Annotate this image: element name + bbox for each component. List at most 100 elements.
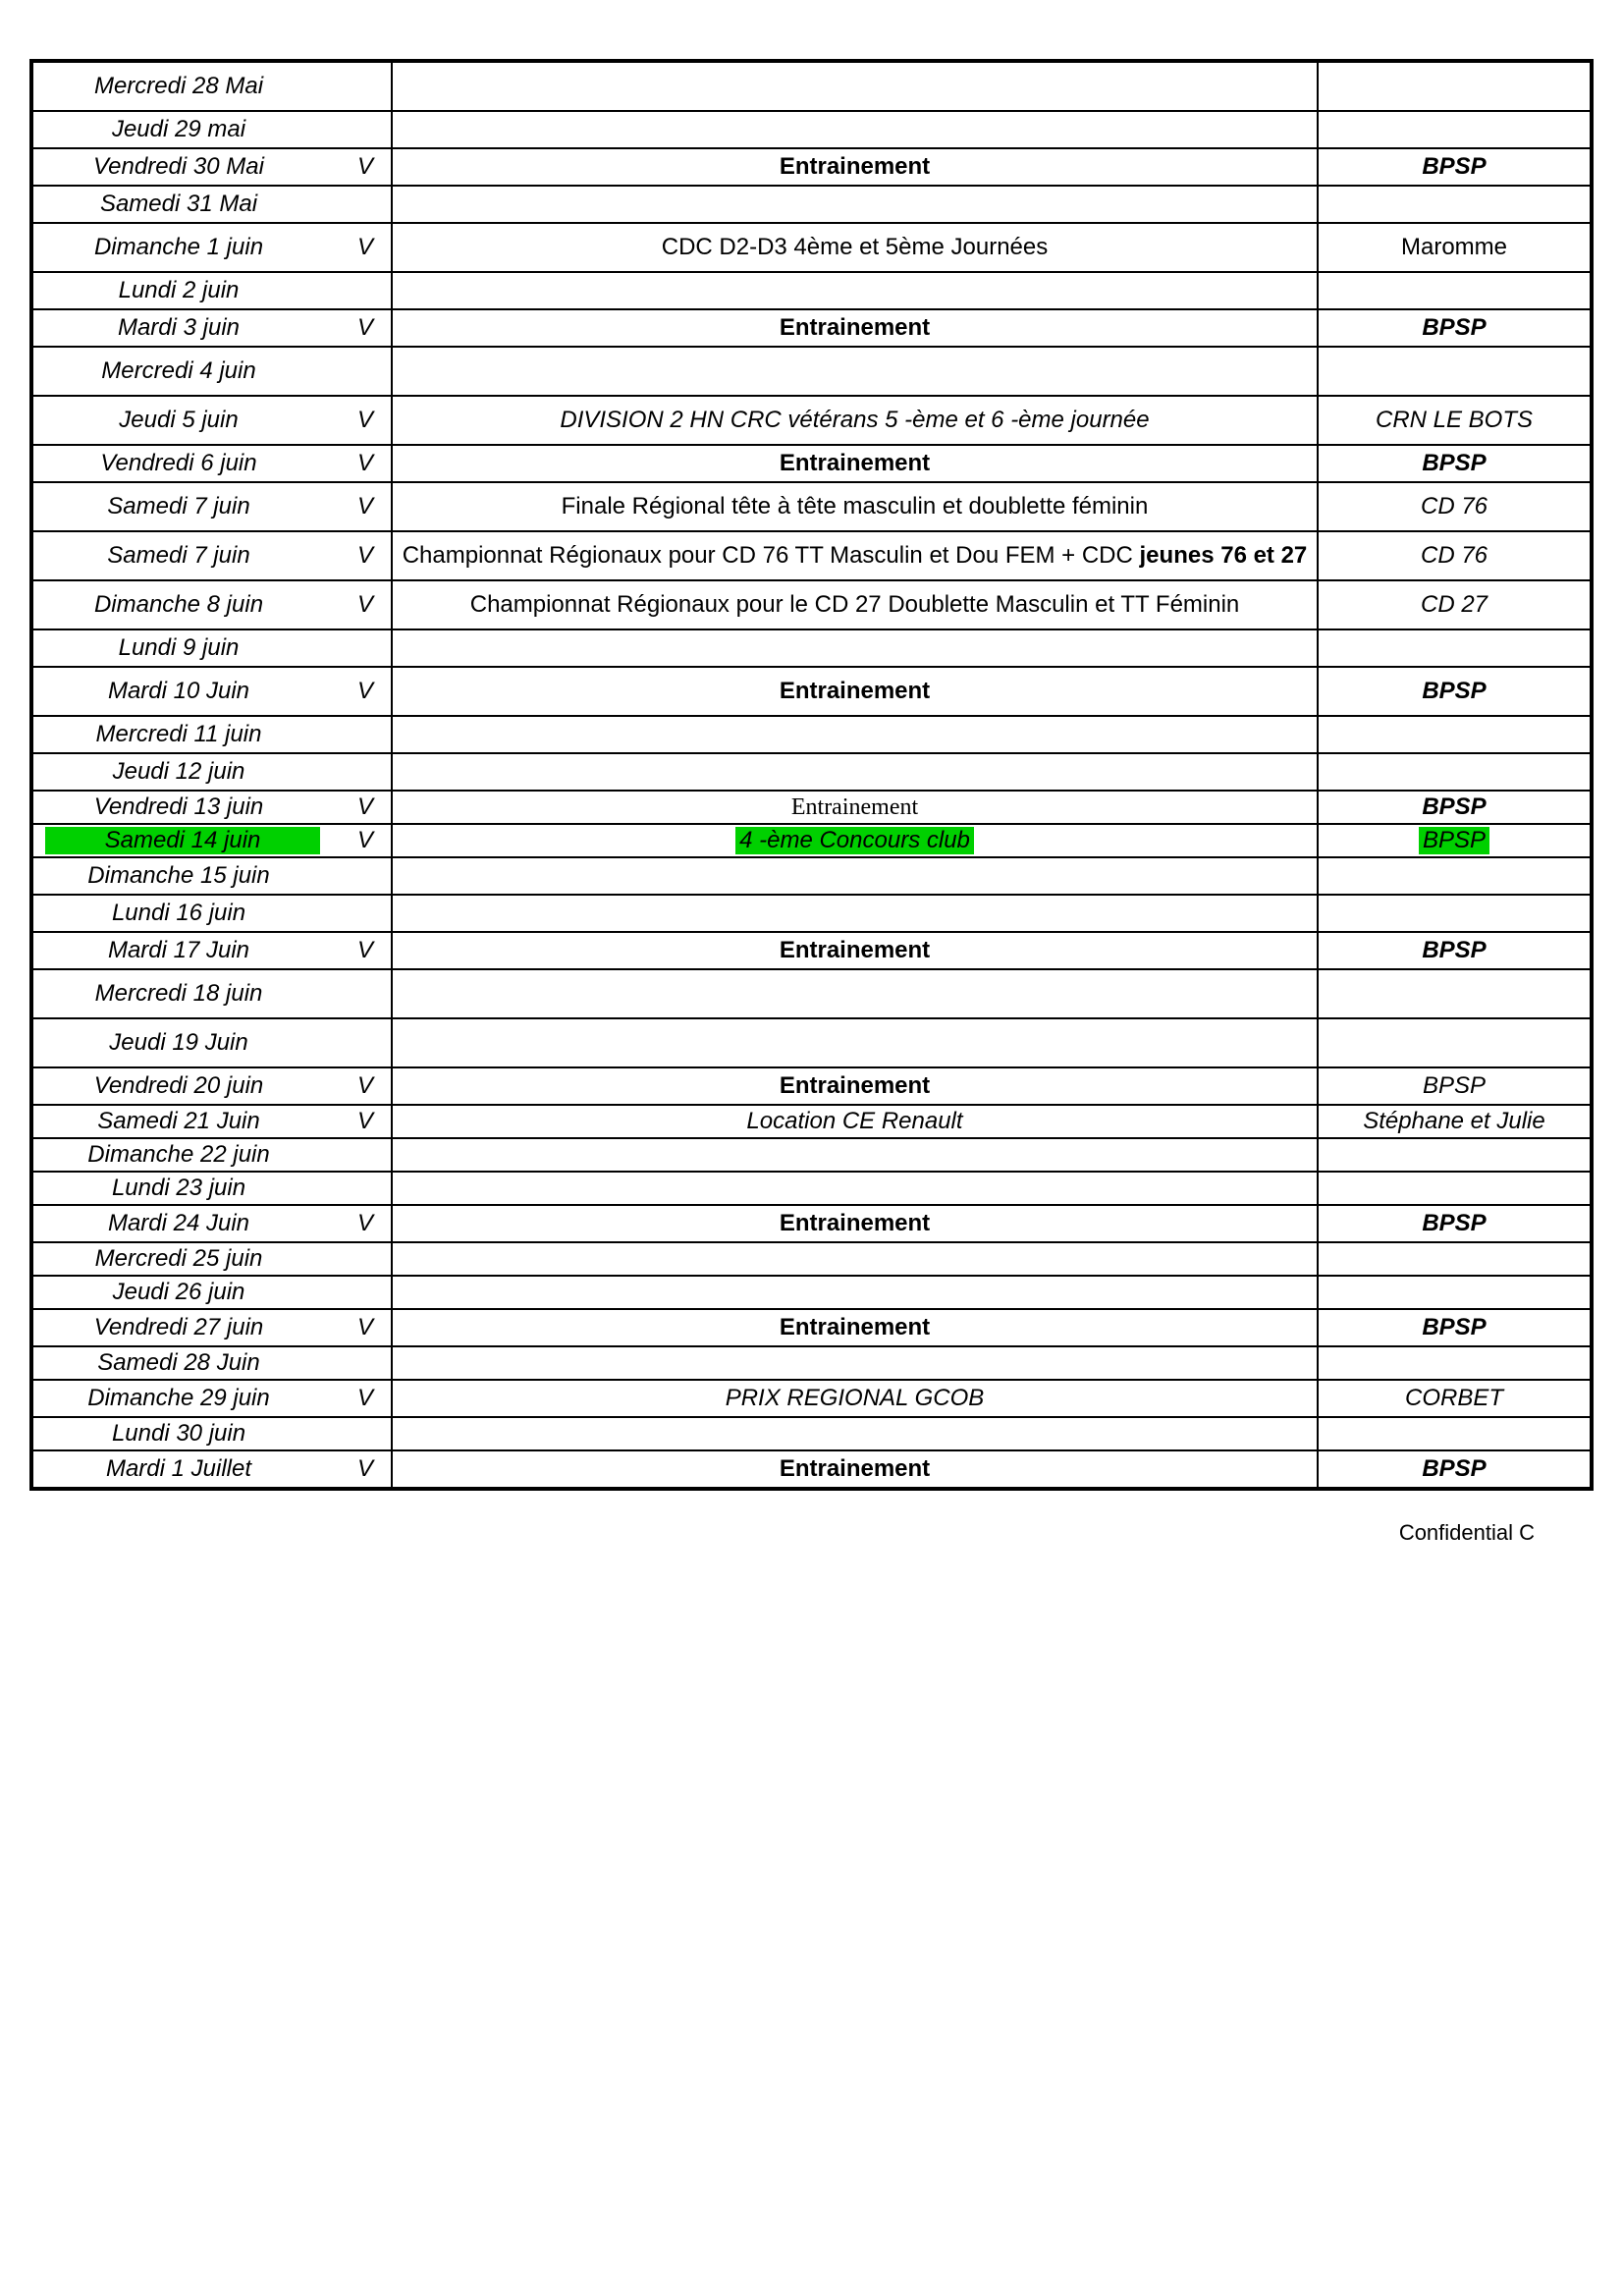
table-row: Mardi 10 JuinVEntrainementBPSP (31, 667, 1592, 716)
table-row: Mardi 17 JuinVEntrainementBPSP (31, 932, 1592, 969)
event-text: Entrainement (780, 937, 930, 963)
table-row: Lundi 2 juin (31, 272, 1592, 309)
table-row: Mercredi 25 juin (31, 1242, 1592, 1276)
event-cell: Entrainement (392, 1205, 1318, 1242)
date-text: Dimanche 1 juin (45, 234, 312, 261)
table-row: Samedi 7 juinVChampionnat Régionaux pour… (31, 531, 1592, 580)
location-cell (1318, 272, 1592, 309)
table-row: Lundi 23 juin (31, 1172, 1592, 1205)
date-cell: Lundi 2 juin (31, 272, 392, 309)
location-text: BPSP (1422, 1455, 1486, 1482)
table-row: Mardi 24 JuinVEntrainementBPSP (31, 1205, 1592, 1242)
marker: V (357, 827, 373, 854)
date-text: Jeudi 5 juin (45, 407, 312, 434)
marker: V (357, 793, 373, 821)
marker: V (357, 937, 373, 964)
table-row: Mercredi 28 Mai (31, 61, 1592, 111)
event-cell (392, 1138, 1318, 1172)
event-cell: Championnat Régionaux pour CD 76 TT Masc… (392, 531, 1318, 580)
location-text: CRN LE BOTS (1376, 407, 1533, 433)
marker: V (357, 591, 373, 619)
table-row: Mercredi 11 juin (31, 716, 1592, 753)
date-text: Lundi 2 juin (45, 277, 312, 304)
event-cell: Entrainement (392, 932, 1318, 969)
marker: V (357, 493, 373, 520)
marker: V (357, 678, 373, 705)
date-cell: Jeudi 12 juin (31, 753, 392, 791)
table-row: Mercredi 4 juin (31, 347, 1592, 396)
marker: V (357, 234, 373, 261)
location-cell (1318, 857, 1592, 895)
table-row: Lundi 16 juin (31, 895, 1592, 932)
event-cell: 4 -ème Concours club (392, 824, 1318, 857)
date-cell: Mercredi 28 Mai (31, 61, 392, 111)
date-cell: Dimanche 1 juin V (31, 223, 392, 272)
date-text: Lundi 30 juin (45, 1420, 312, 1448)
table-row: Vendredi 27 juinVEntrainementBPSP (31, 1309, 1592, 1346)
event-cell: PRIX REGIONAL GCOB (392, 1380, 1318, 1417)
date-cell: Mardi 17 JuinV (31, 932, 392, 969)
date-cell: Mardi 3 juinV (31, 309, 392, 347)
date-cell: Jeudi 26 juin (31, 1276, 392, 1309)
table-row: Jeudi 12 juin (31, 753, 1592, 791)
event-cell: Entrainement (392, 148, 1318, 186)
marker: V (357, 1210, 373, 1237)
date-cell: Samedi 21 JuinV (31, 1105, 392, 1138)
date-text: Lundi 23 juin (45, 1175, 312, 1202)
date-cell: Mercredi 25 juin (31, 1242, 392, 1276)
date-text: Vendredi 13 juin (45, 793, 312, 821)
event-text: Championnat Régionaux pour le CD 27 Doub… (470, 591, 1240, 618)
date-text: Dimanche 29 juin (45, 1385, 312, 1412)
marker: V (357, 314, 373, 342)
date-text: Lundi 9 juin (45, 634, 312, 662)
date-cell: Mercredi 4 juin (31, 347, 392, 396)
event-cell (392, 1346, 1318, 1380)
table-row: Mardi 1 JuilletVEntrainement BPSP (31, 1450, 1592, 1489)
event-cell: Entrainement (392, 1450, 1318, 1489)
location-cell (1318, 969, 1592, 1018)
table-row: Vendredi 13 juin V EntrainementBPSP (31, 791, 1592, 824)
date-text: Vendredi 30 Mai (45, 153, 312, 181)
location-cell (1318, 1172, 1592, 1205)
event-cell: Entrainement (392, 445, 1318, 482)
date-text: Vendredi 6 juin (45, 450, 312, 477)
table-row: Jeudi 26 juin (31, 1276, 1592, 1309)
date-text: Dimanche 8 juin (45, 591, 312, 619)
date-cell: Vendredi 20 juin V (31, 1067, 392, 1105)
event-text: Entrainement (780, 678, 930, 704)
location-cell (1318, 1417, 1592, 1450)
location-cell: BPSP (1318, 791, 1592, 824)
event-cell: Location CE Renault (392, 1105, 1318, 1138)
schedule-table: Mercredi 28 MaiJeudi 29 maiVendredi 30 M… (29, 59, 1594, 1491)
event-cell: Finale Régional tête à tête masculin et … (392, 482, 1318, 531)
date-cell: Lundi 9 juin (31, 629, 392, 667)
table-row: Samedi 31 Mai (31, 186, 1592, 223)
location-cell (1318, 61, 1592, 111)
date-text: Lundi 16 juin (45, 900, 312, 927)
event-cell: DIVISION 2 HN CRC vétérans 5 -ème et 6 -… (392, 396, 1318, 445)
date-cell: Mercredi 18 juin (31, 969, 392, 1018)
location-cell: BPSP (1318, 667, 1592, 716)
location-text: BPSP (1423, 1072, 1486, 1099)
event-cell (392, 347, 1318, 396)
date-cell: Lundi 16 juin (31, 895, 392, 932)
date-text: Samedi 31 Mai (45, 191, 312, 218)
event-cell (392, 969, 1318, 1018)
location-cell: Stéphane et Julie (1318, 1105, 1592, 1138)
event-cell: Entrainement (392, 791, 1318, 824)
table-row: Mercredi 18 juin (31, 969, 1592, 1018)
date-text: Dimanche 22 juin (45, 1141, 312, 1169)
location-cell (1318, 1242, 1592, 1276)
date-text: Jeudi 12 juin (45, 758, 312, 786)
table-row: Samedi 14 juinV4 -ème Concours clubBPSP (31, 824, 1592, 857)
location-text: CD 76 (1421, 493, 1488, 519)
date-cell: Mardi 1 JuilletV (31, 1450, 392, 1489)
event-text: Entrainement (780, 450, 930, 476)
location-cell (1318, 111, 1592, 148)
location-text: BPSP (1422, 678, 1486, 704)
date-text: Samedi 28 Juin (45, 1349, 312, 1377)
date-text: Vendredi 20 juin (45, 1072, 312, 1100)
event-text: DIVISION 2 HN CRC vétérans 5 -ème et 6 -… (560, 407, 1149, 433)
marker: V (357, 1072, 373, 1100)
event-cell (392, 186, 1318, 223)
